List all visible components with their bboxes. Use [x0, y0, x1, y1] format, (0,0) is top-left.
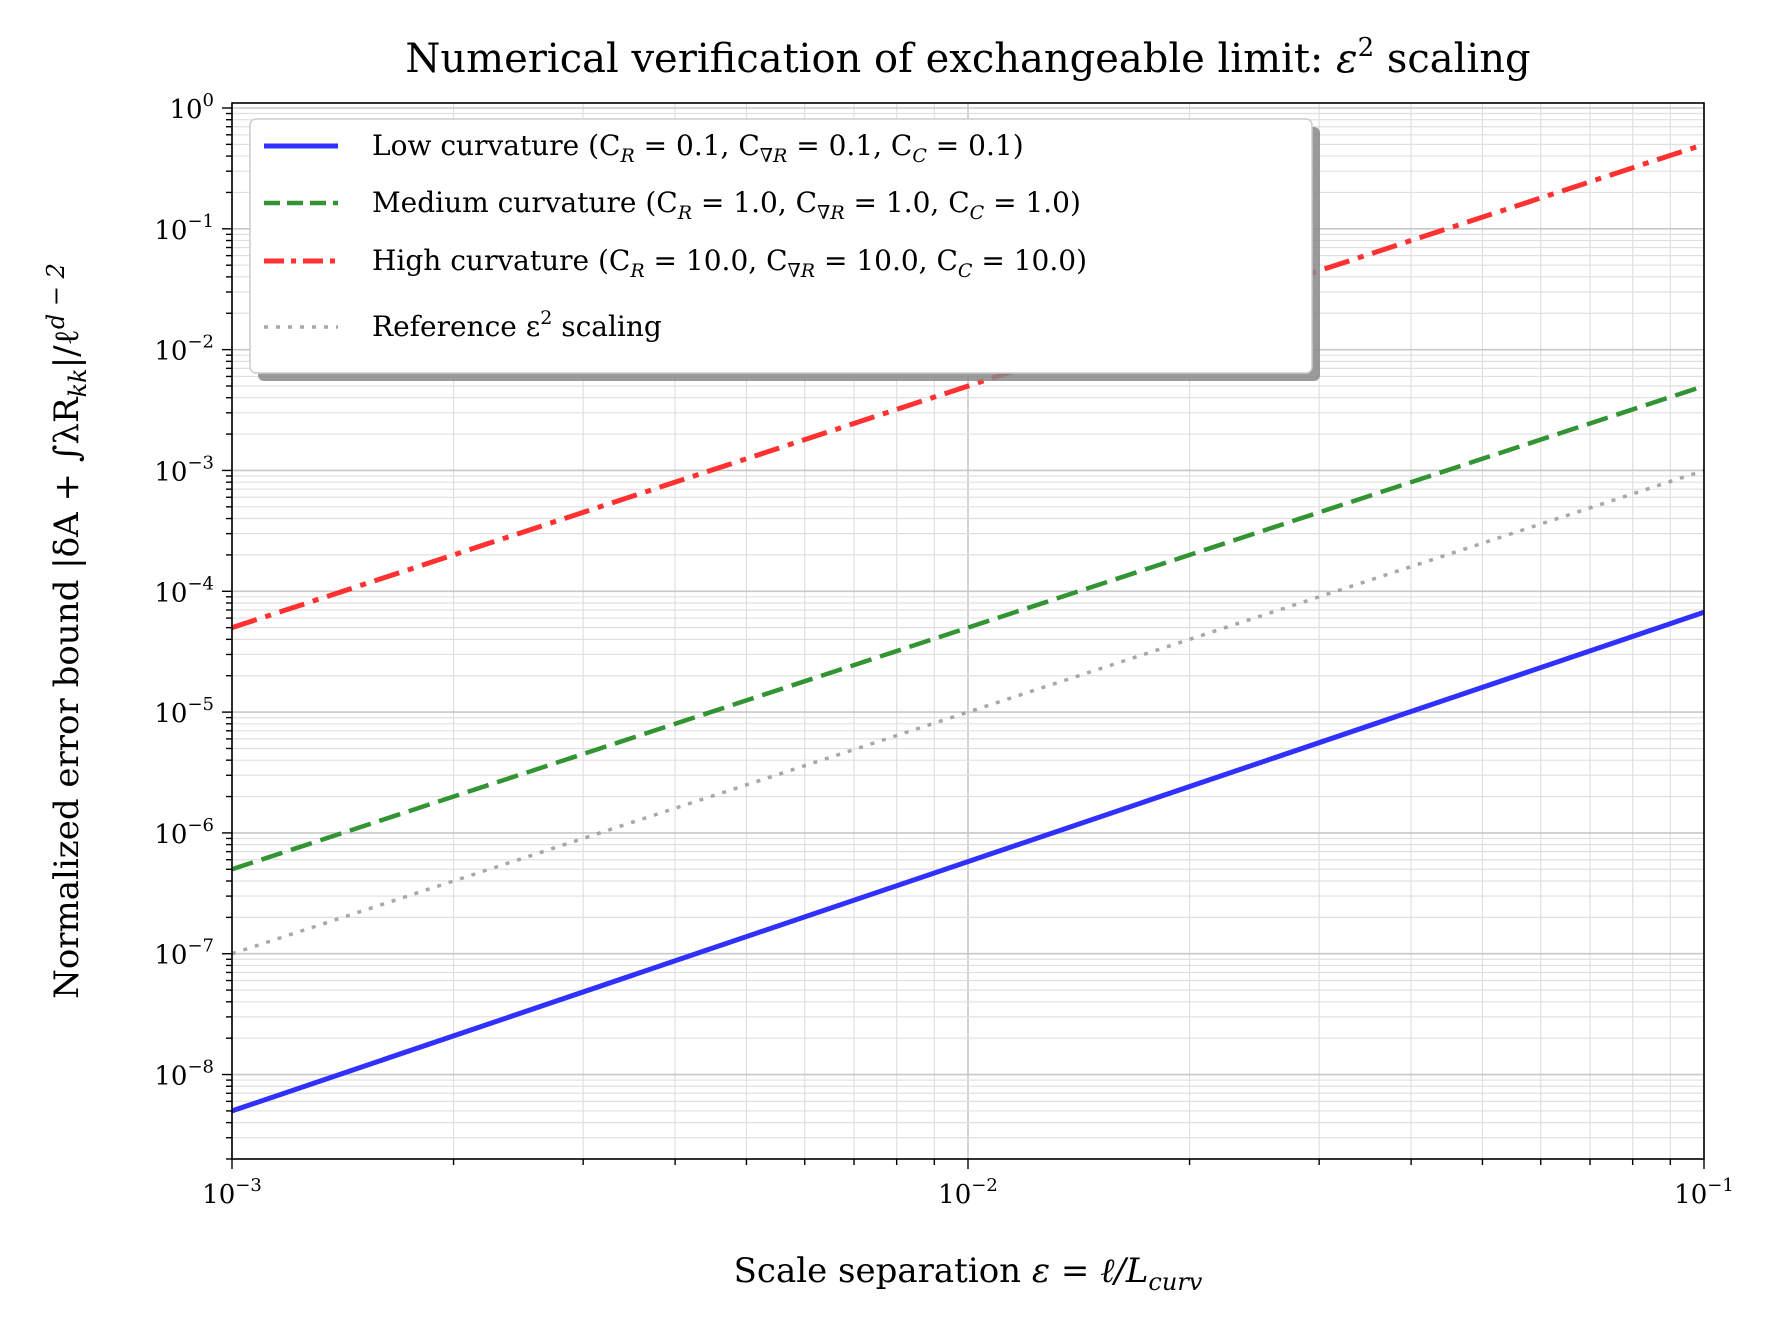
chart-title: Numerical verification of exchangeable l…	[405, 33, 1530, 82]
legend: Low curvature (CR = 0.1, C∇R = 0.1, CC =…	[249, 118, 1320, 381]
y-tick-label: 10−6	[154, 815, 214, 850]
y-tick-label: 10−5	[154, 694, 214, 729]
legend-entries: Low curvature (CR = 0.1, C∇R = 0.1, CC =…	[264, 129, 1087, 343]
x-tick-label: 10−3	[202, 1175, 262, 1210]
series-line-3	[232, 141, 1704, 631]
x-tick-label: 10−1	[1674, 1175, 1734, 1210]
legend-label-4: Reference ε2 scaling	[372, 307, 662, 343]
y-tick-label: 10−4	[154, 573, 214, 608]
legend-box	[249, 118, 1313, 374]
y-tick-label: 10−2	[154, 332, 214, 367]
series-line-1	[232, 609, 1704, 1114]
y-tick-label: 10−8	[154, 1057, 214, 1092]
legend-label-2: Medium curvature (CR = 1.0, C∇R = 1.0, C…	[372, 186, 1081, 224]
series-lines	[232, 141, 1704, 1114]
y-tick-label: 10−7	[154, 936, 214, 971]
x-axis-title: Scale separation ε = ℓ/Lcurv	[734, 1251, 1203, 1296]
y-tick-label: 100	[169, 90, 214, 125]
y-axis-title: Normalized error bound |δA + ∫λRkk|/ℓd −…	[42, 263, 92, 999]
axis-ticks	[222, 107, 1705, 1169]
tick-labels: 10−3 10−2 10−1 100 10−1 10−2 10−3 10−4 10−5 10−6 1…	[154, 90, 1733, 1210]
x-tick-label: 10−2	[938, 1175, 998, 1210]
y-tick-label: 10−3	[154, 452, 214, 487]
legend-label-3: High curvature (CR = 10.0, C∇R = 10.0, C…	[372, 244, 1087, 282]
series-line-2	[232, 383, 1704, 872]
y-tick-label: 10−1	[154, 211, 214, 246]
legend-label-1: Low curvature (CR = 0.1, C∇R = 0.1, CC =…	[372, 129, 1024, 167]
